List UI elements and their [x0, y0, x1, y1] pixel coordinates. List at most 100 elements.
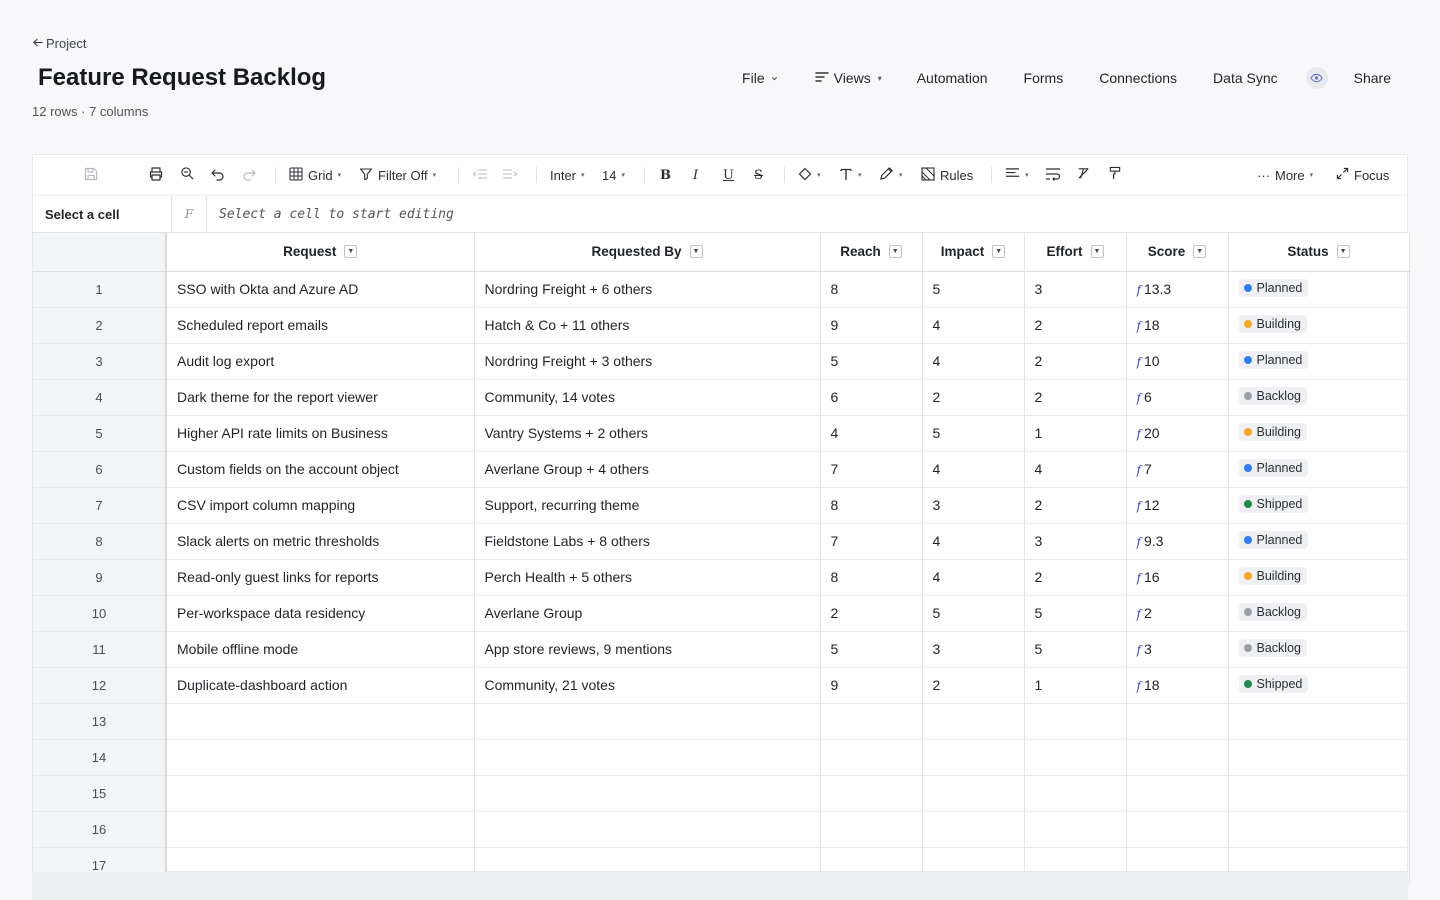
empty-cell[interactable] — [166, 775, 475, 812]
cell-requested-by[interactable]: Hatch & Co + 11 others — [474, 307, 821, 344]
bold-button[interactable]: B — [660, 165, 671, 185]
forms-link[interactable]: Forms — [1024, 70, 1064, 86]
cell-reach[interactable]: 8 — [820, 271, 923, 308]
cell-status[interactable]: Backlog — [1228, 379, 1410, 416]
cell-score[interactable]: f 12 — [1126, 487, 1229, 524]
file-menu[interactable]: File — [742, 70, 779, 86]
status-badge[interactable]: Planned — [1238, 351, 1309, 369]
row-number[interactable]: 3 — [33, 343, 167, 380]
cell-reach[interactable]: 7 — [820, 451, 923, 488]
fill-color-dropdown[interactable]: ▾ — [798, 165, 821, 185]
cell-requested-by[interactable]: App store reviews, 9 mentions — [474, 631, 821, 668]
cell-request[interactable]: CSV import column mapping — [166, 487, 475, 524]
conditional-rules-button[interactable]: Rules — [921, 165, 973, 185]
empty-cell[interactable] — [922, 739, 1025, 776]
status-badge[interactable]: Building — [1238, 315, 1307, 333]
empty-cell[interactable] — [166, 739, 475, 776]
cell-reach[interactable]: 9 — [820, 307, 923, 344]
row-number[interactable]: 15 — [33, 775, 167, 812]
cell-request[interactable]: Read-only guest links for reports — [166, 559, 475, 596]
font-size-dropdown[interactable]: 14 ▾ — [602, 165, 625, 185]
draw-dropdown[interactable]: ▾ — [879, 165, 903, 185]
row-number[interactable]: 12 — [33, 667, 167, 704]
empty-cell[interactable] — [474, 811, 821, 848]
cell-requested-by[interactable]: Perch Health + 5 others — [474, 559, 821, 596]
row-number[interactable]: 13 — [33, 703, 167, 740]
column-header-status[interactable]: Status ▼ — [1228, 233, 1410, 272]
row-number[interactable]: 14 — [33, 739, 167, 776]
column-menu-icon[interactable]: ▼ — [992, 245, 1006, 259]
data-sync-link[interactable]: Data Sync — [1213, 70, 1278, 86]
cell-impact[interactable]: 5 — [922, 415, 1025, 452]
empty-cell[interactable] — [1024, 811, 1127, 848]
status-badge[interactable]: Shipped — [1238, 675, 1309, 693]
status-badge[interactable]: Planned — [1238, 531, 1309, 549]
cell-score[interactable]: f 18 — [1126, 307, 1229, 344]
cell-reach[interactable]: 5 — [820, 343, 923, 380]
column-header-impact[interactable]: Impact ▼ — [922, 233, 1025, 272]
more-dropdown[interactable]: ··· More ▾ — [1257, 165, 1313, 185]
row-number[interactable]: 4 — [33, 379, 167, 416]
cell-reach[interactable]: 2 — [820, 595, 923, 632]
views-menu[interactable]: Views ▾ — [814, 70, 882, 86]
cell-impact[interactable]: 4 — [922, 307, 1025, 344]
cell-request[interactable]: Scheduled report emails — [166, 307, 475, 344]
column-header-reach[interactable]: Reach ▼ — [820, 233, 923, 272]
cell-effort[interactable]: 2 — [1024, 307, 1127, 344]
column-menu-icon[interactable]: ▼ — [1090, 245, 1104, 259]
empty-cell[interactable] — [474, 775, 821, 812]
cell-requested-by[interactable]: Nordring Freight + 3 others — [474, 343, 821, 380]
empty-cell[interactable] — [1126, 739, 1229, 776]
cell-impact[interactable]: 5 — [922, 271, 1025, 308]
cell-reach[interactable]: 7 — [820, 523, 923, 560]
cell-reach[interactable]: 4 — [820, 415, 923, 452]
cell-request[interactable]: Higher API rate limits on Business — [166, 415, 475, 452]
column-header-effort[interactable]: Effort ▼ — [1024, 233, 1127, 272]
column-menu-icon[interactable]: ▼ — [689, 245, 703, 259]
cell-impact[interactable]: 4 — [922, 451, 1025, 488]
align-dropdown[interactable]: ▾ — [1005, 165, 1029, 185]
cell-effort[interactable]: 3 — [1024, 271, 1127, 308]
cell-effort[interactable]: 1 — [1024, 667, 1127, 704]
cell-status[interactable]: Building — [1228, 559, 1410, 596]
row-number[interactable]: 8 — [33, 523, 167, 560]
column-header-requested-by[interactable]: Requested By ▼ — [474, 233, 821, 272]
cell-effort[interactable]: 1 — [1024, 415, 1127, 452]
indent-button[interactable] — [502, 165, 518, 185]
status-badge[interactable]: Backlog — [1238, 639, 1307, 657]
row-number[interactable]: 6 — [33, 451, 167, 488]
cell-effort[interactable]: 2 — [1024, 487, 1127, 524]
undo-button[interactable] — [210, 165, 226, 185]
cell-score[interactable]: f 9.3 — [1126, 523, 1229, 560]
italic-button[interactable]: I — [693, 165, 698, 185]
cell-effort[interactable]: 2 — [1024, 379, 1127, 416]
cell-score[interactable]: f 20 — [1126, 415, 1229, 452]
cell-request[interactable]: Slack alerts on metric thresholds — [166, 523, 475, 560]
column-menu-icon[interactable]: ▼ — [1193, 245, 1207, 259]
empty-cell[interactable] — [1126, 811, 1229, 848]
cell-effort[interactable]: 5 — [1024, 631, 1127, 668]
column-header-request[interactable]: Request ▼ — [166, 233, 475, 272]
cell-status[interactable]: Shipped — [1228, 667, 1410, 704]
cell-request[interactable]: Mobile offline mode — [166, 631, 475, 668]
cell-effort[interactable]: 2 — [1024, 559, 1127, 596]
cell-request[interactable]: Audit log export — [166, 343, 475, 380]
empty-cell[interactable] — [922, 775, 1025, 812]
cell-status[interactable]: Backlog — [1228, 631, 1410, 668]
cell-status[interactable]: Planned — [1228, 451, 1410, 488]
cell-impact[interactable]: 5 — [922, 595, 1025, 632]
cell-reach[interactable]: 9 — [820, 667, 923, 704]
cell-score[interactable]: f 13.3 — [1126, 271, 1229, 308]
cell-requested-by[interactable]: Averlane Group + 4 others — [474, 451, 821, 488]
formula-input[interactable] — [207, 196, 1407, 232]
row-number[interactable]: 7 — [33, 487, 167, 524]
row-number[interactable]: 5 — [33, 415, 167, 452]
filter-dropdown[interactable]: Filter Off ▾ — [359, 165, 436, 185]
empty-cell[interactable] — [474, 703, 821, 740]
cell-effort[interactable]: 3 — [1024, 523, 1127, 560]
cell-reach[interactable]: 8 — [820, 559, 923, 596]
cell-requested-by[interactable]: Support, recurring theme — [474, 487, 821, 524]
row-number[interactable]: 2 — [33, 307, 167, 344]
